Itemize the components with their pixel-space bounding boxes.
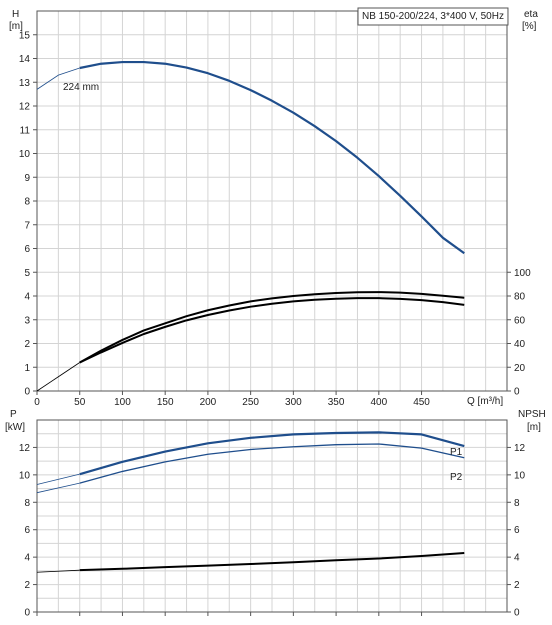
left-axis-tick-label: 0 <box>24 387 30 398</box>
p1-series-label: P1 <box>450 447 463 458</box>
left-axis-tick-label: 6 <box>24 525 30 536</box>
x-axis-tick-label: 0 <box>34 397 40 408</box>
left-axis-tick-label: 15 <box>19 30 31 41</box>
left-axis-tick-label: 8 <box>24 498 30 509</box>
right-axis-tick-label: 0 <box>514 608 520 619</box>
eta-axis-label: eta <box>524 9 538 20</box>
right-axis-tick-label: 2 <box>514 580 520 591</box>
x-axis-tick-label: 150 <box>157 397 174 408</box>
right-axis-tick-label: 40 <box>514 339 526 350</box>
p2-series-label: P2 <box>450 472 463 483</box>
title-box <box>357 7 509 26</box>
head-axis-unit: [m] <box>9 21 23 32</box>
impeller-diameter-annotation: 224 mm <box>63 82 99 93</box>
left-axis-tick-label: 4 <box>24 553 30 564</box>
series-line <box>79 431 465 476</box>
left-axis-tick-label: 14 <box>19 54 31 65</box>
x-axis-tick-label: 400 <box>370 397 387 408</box>
plot-frame <box>36 419 508 613</box>
grid <box>37 11 507 391</box>
x-axis-tick-label: 300 <box>285 397 302 408</box>
right-axis-tick-label: 0 <box>514 387 520 398</box>
left-axis-tick-label: 1 <box>24 363 30 374</box>
x-axis-tick-label: 350 <box>328 397 345 408</box>
left-axis-tick-label: 13 <box>19 78 31 89</box>
x-axis-tick-label: 100 <box>114 397 131 408</box>
power-axis-unit: [kW] <box>5 422 25 433</box>
left-axis-tick-label: 3 <box>24 315 30 326</box>
series-line <box>79 443 465 484</box>
series-line <box>79 60 465 255</box>
series-extension-line <box>36 362 80 392</box>
left-axis-tick-label: 10 <box>19 149 31 160</box>
right-axis-tick-label: 8 <box>514 498 520 509</box>
npsh-axis-label: NPSH <box>518 409 546 420</box>
right-axis-tick-label: 4 <box>514 553 520 564</box>
right-axis-tick-label: 6 <box>514 525 520 536</box>
x-axis-tick-label: 450 <box>413 397 430 408</box>
left-axis-tick-label: 11 <box>20 125 31 136</box>
left-axis-tick-label: 6 <box>24 244 30 255</box>
series-extension-line <box>36 473 80 485</box>
power-npsh-plot: 0 2 4 6 8 10 12 0 2 4 6 8 10 12 <box>19 419 526 619</box>
x-axis-tick-label: 50 <box>74 397 86 408</box>
left-axis-tick-label: 10 <box>19 470 31 481</box>
left-axis-tick-label: 4 <box>24 292 30 303</box>
right-axis-tick-label: 60 <box>514 315 526 326</box>
left-axis-tick-label: 5 <box>24 268 30 279</box>
left-axis-tick-label: 0 <box>24 608 30 619</box>
series-extension-line <box>36 67 80 90</box>
head-axis-label: H <box>12 9 19 20</box>
npsh-axis-unit: [m] <box>527 422 541 433</box>
left-axis-tick-label: 8 <box>24 197 30 208</box>
right-axis-tick-label: 80 <box>514 292 526 303</box>
left-axis-tick-label: 7 <box>24 220 30 231</box>
right-axis-tick-label: 20 <box>514 363 526 374</box>
left-axis-tick-label: 9 <box>24 173 30 184</box>
left-axis-tick-label: 2 <box>24 580 30 591</box>
series-line <box>79 297 465 364</box>
left-axis-tick-label: 12 <box>19 102 31 113</box>
chart-title: NB 150-200/224, 3*400 V, 50Hz <box>362 11 504 22</box>
right-axis-tick-label: 10 <box>514 470 526 481</box>
series-line <box>79 291 465 364</box>
right-axis-tick-label: 12 <box>514 443 526 454</box>
grid <box>37 420 507 612</box>
series-extension-line <box>36 482 80 494</box>
right-axis-tick-label: 100 <box>514 268 531 279</box>
x-axis-label: Q [m³/h] <box>467 396 503 407</box>
left-axis-tick-label: 2 <box>24 339 30 350</box>
x-axis-tick-label: 200 <box>200 397 217 408</box>
x-axis-tick-label: 250 <box>242 397 259 408</box>
eta-axis-unit: [%] <box>522 21 537 32</box>
power-axis-label: P <box>10 409 17 420</box>
left-axis-tick-label: 12 <box>19 443 31 454</box>
series-extension-line <box>36 569 80 573</box>
series-line <box>79 552 465 572</box>
